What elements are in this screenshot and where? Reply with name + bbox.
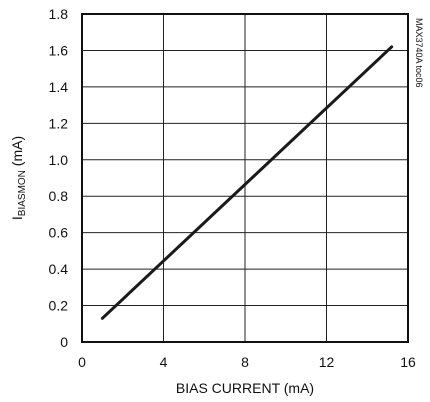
y-tick-labels: 0 0.2 0.4 0.6 0.8 1.0 1.2 1.4 1.6 1.8 [49,6,69,350]
x-tick-labels: 0 4 8 12 16 [78,354,416,370]
series-group [100,45,394,320]
y-tick-label-1: 0.2 [49,298,69,314]
y-tick-label-0: 0 [60,334,68,350]
y-tick-label-3: 0.6 [49,225,69,241]
x-tick-label-0: 0 [78,354,86,370]
y-tick-label-6: 1.2 [49,115,69,131]
x-tick-label-4: 16 [400,354,416,370]
y-tick-label-8: 1.6 [49,42,69,58]
x-tick-label-2: 8 [241,354,249,370]
y-tick-label-2: 0.4 [49,261,69,277]
grid-lines [82,14,408,342]
plot-frame [81,13,409,343]
y-axis-label: IBIASMON (mA) [9,136,28,220]
y-tick-label-7: 1.4 [49,79,69,95]
y-tick-label-9: 1.8 [49,6,69,22]
x-tick-label-1: 4 [160,354,168,370]
x-tick-label-3: 12 [319,354,335,370]
figure-annotation: MAX3740A toc06 [414,18,424,88]
y-tick-label-4: 0.8 [49,188,69,204]
x-axis-label: BIAS CURRENT (mA) [176,380,314,396]
y-tick-label-5: 1.0 [49,152,69,168]
series-line-0 [100,45,394,320]
